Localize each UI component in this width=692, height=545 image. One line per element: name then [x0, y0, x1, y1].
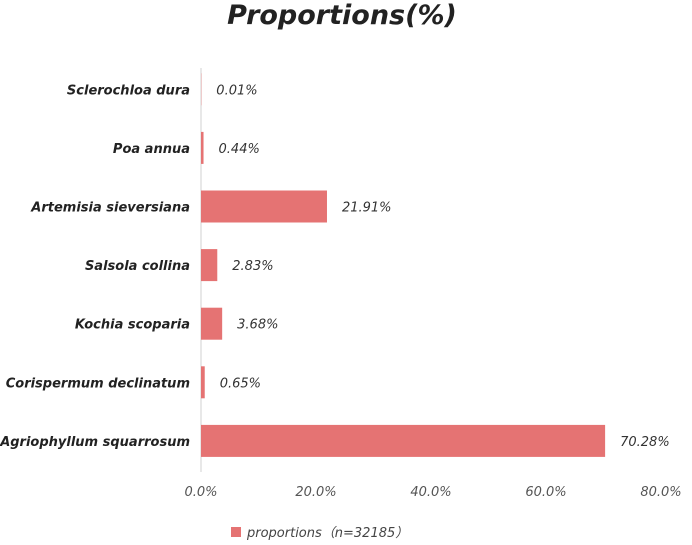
x-tick-label: 60.0%: [525, 485, 566, 500]
bar: [201, 307, 223, 340]
category-label: Agriophyllum squarrosum: [0, 435, 190, 450]
category-label: Artemisia sieversiana: [30, 201, 190, 216]
chart-title: Proportions(%): [227, 0, 457, 31]
data-label: 21.91%: [342, 201, 392, 216]
bar: [201, 190, 327, 223]
x-tick-label: 40.0%: [410, 485, 451, 500]
category-label: Corispermum declinatum: [6, 376, 190, 391]
bar: [201, 131, 204, 164]
bar: [201, 366, 205, 399]
data-label: 0.01%: [216, 83, 257, 98]
bar: [201, 424, 606, 457]
category-label: Salsola collina: [85, 259, 190, 274]
bar: [201, 249, 218, 282]
data-label: 3.68%: [237, 318, 278, 333]
category-label: Poa annua: [113, 142, 190, 157]
data-label: 0.44%: [219, 142, 260, 157]
legend-swatch: [231, 527, 241, 537]
data-label: 70.28%: [620, 435, 670, 450]
legend-label: proportions（n=32185）: [246, 525, 408, 541]
x-tick-label: 80.0%: [640, 485, 681, 500]
x-tick-label: 0.0%: [184, 485, 217, 500]
data-label: 0.65%: [220, 376, 261, 391]
data-label: 2.83%: [232, 259, 273, 274]
category-label: Sclerochloa dura: [67, 83, 190, 98]
category-label: Kochia scoparia: [75, 318, 190, 333]
x-tick-label: 20.0%: [295, 485, 336, 500]
